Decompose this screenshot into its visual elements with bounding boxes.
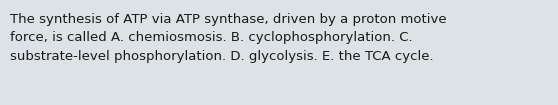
Text: The synthesis of ATP via ATP synthase, driven by a proton motive
force, is calle: The synthesis of ATP via ATP synthase, d…: [10, 13, 446, 63]
